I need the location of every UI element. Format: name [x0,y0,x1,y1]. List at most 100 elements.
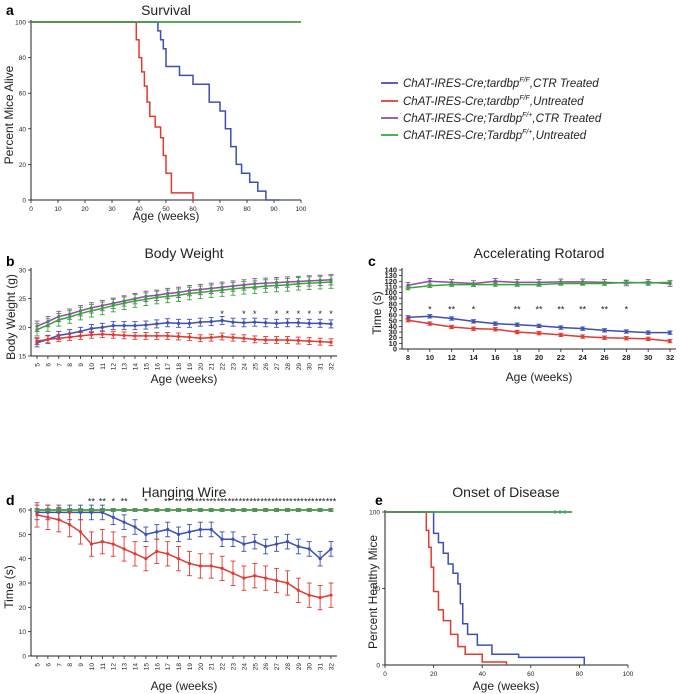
data-point [176,293,181,297]
x-tick-label: 30 [644,353,652,362]
data-point [198,290,202,294]
data-point [57,518,61,522]
significance-mark: * [111,496,115,506]
data-point [57,336,61,340]
data-point [668,339,672,343]
data-point [296,338,300,343]
significance-mark: * [428,305,432,315]
x-axis-label: Age (weeks) [506,370,573,384]
significance-mark: *** [315,496,326,506]
data-point [166,294,170,298]
legend-entry: ChAT-IRES-Cre;TardbpF/+,Untreated [381,129,587,142]
data-point [35,339,39,343]
x-tick-label: 19 [187,363,194,371]
x-tick-label: 14 [469,353,478,362]
significance-mark: ** [121,496,129,506]
x-tick-label: 5 [35,363,42,367]
x-tick-label: 12 [447,353,455,362]
significance-mark: * [307,309,311,319]
data-point [581,334,585,339]
significance-mark: *** [304,496,315,506]
x-tick-label: 20 [430,671,438,678]
data-point [581,327,585,331]
x-axis-label: Age (weeks) [151,679,218,693]
y-tick-label: 20 [389,333,397,342]
significance-mark: *** [195,496,206,506]
chart-title: Accelerating Rotarod [474,245,605,261]
data-point [668,280,672,285]
data-point [144,323,148,327]
data-point [253,540,257,544]
data-point [242,286,246,290]
legend-label: ChAT-IRES-Cre;tardbpF/F,Untreated [403,95,584,108]
y-tick-label: 10 [389,339,397,348]
data-point [176,334,181,339]
x-tick-label: 100 [296,206,307,213]
data-point [78,530,83,534]
data-point [318,340,322,344]
x-tick-label: 16 [154,663,161,671]
x-tick-label: 28 [285,663,292,671]
x-tick-label: 10 [89,363,96,371]
data-point [253,320,257,324]
data-point [187,508,192,512]
x-tick-label: 15 [143,363,150,371]
panel-label: a [6,2,14,18]
x-tick-label: 17 [165,663,172,671]
data-point [198,320,202,324]
data-point [133,552,137,556]
data-point [166,321,170,325]
legend-label: ChAT-IRES-Cre;TardbpF/+,Untreated [403,129,587,142]
data-point [166,552,170,556]
data-point [209,289,213,293]
data-point [209,320,213,324]
series-line [36,333,332,343]
data-point [296,544,300,549]
data-point [89,508,94,512]
data-point [46,515,50,519]
data-point [122,301,126,305]
data-point [624,280,628,285]
data-point [220,334,224,339]
data-point [144,557,148,561]
x-tick-label: 40 [479,671,487,678]
x-tick-label: 11 [100,663,107,670]
data-point [231,287,235,291]
x-tick-label: 31 [318,363,325,371]
data-point [307,593,311,597]
x-tick-label: 70 [216,206,224,213]
data-point [111,324,115,328]
y-tick-label: 0 [22,198,26,205]
x-tick-label: 18 [176,663,183,671]
x-tick-label: 28 [622,353,630,362]
data-point [329,508,333,512]
data-point [176,532,181,536]
data-point [285,338,290,342]
y-tick-label: 30 [19,268,27,275]
data-point [285,283,290,287]
data-point [307,321,311,325]
x-tick-label: 21 [209,363,216,371]
significance-mark: ** [579,305,587,315]
y-tick-label: 70 [389,305,397,314]
data-point [89,326,94,331]
data-point [111,508,115,512]
significance-mark: *** [184,496,195,506]
y-tick-label: 120 [384,277,397,286]
series-line [407,319,671,342]
data-point [78,334,83,338]
x-tick-label: 8 [406,353,410,362]
x-axis-label: Age (weeks) [133,209,200,223]
legend-entry: ChAT-IRES-Cre;tardbpF/F,Untreated [381,95,584,108]
data-point [471,327,476,331]
x-tick-label: 90 [270,206,278,213]
data-point [198,336,202,340]
y-tick-label: 90 [389,294,397,303]
data-point [68,335,72,339]
data-point [515,283,519,287]
x-tick-label: 100 [623,671,634,678]
y-tick-label: 80 [19,55,27,62]
x-tick-label: 0 [29,206,33,213]
data-point [35,508,39,512]
x-tick-label: 32 [329,363,336,371]
